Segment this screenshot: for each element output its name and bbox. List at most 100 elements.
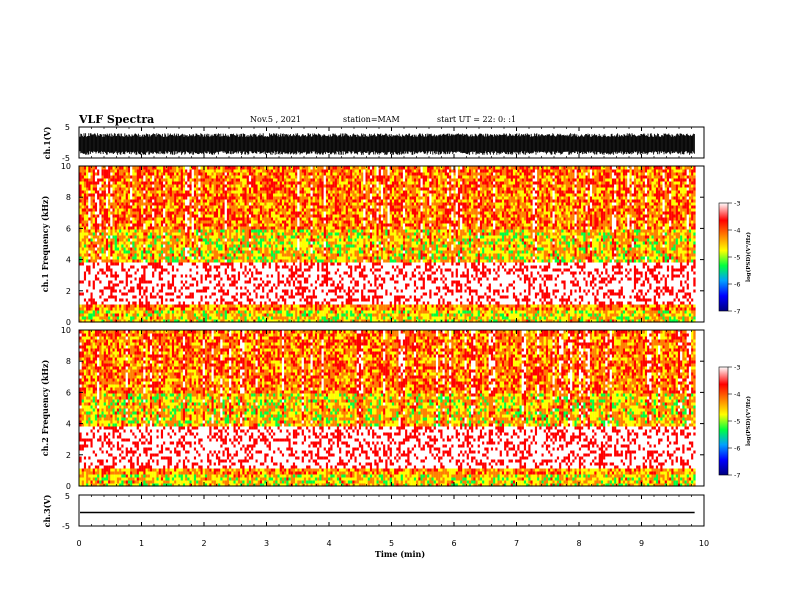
spectrogram-cell bbox=[253, 299, 255, 302]
spectrogram-cell bbox=[238, 227, 240, 230]
spectrogram-cell bbox=[106, 254, 108, 257]
spectrogram-cell bbox=[168, 260, 170, 263]
spectrogram-cell bbox=[174, 194, 176, 197]
spectrogram-cell bbox=[168, 191, 170, 194]
spectrogram-cell bbox=[159, 290, 161, 293]
spectrogram-cell bbox=[240, 293, 242, 296]
spectrogram-cell bbox=[212, 230, 214, 233]
spectrogram-cell bbox=[229, 311, 231, 314]
spectrogram-cell bbox=[198, 236, 200, 239]
spectrogram-cell bbox=[245, 170, 247, 173]
spectrogram-cell bbox=[91, 242, 93, 245]
spectrogram-cell bbox=[249, 239, 251, 242]
spectrogram-cell bbox=[245, 188, 247, 191]
spectrogram-cell bbox=[82, 203, 84, 206]
spectrogram-cell bbox=[185, 272, 187, 275]
spectrogram-cell bbox=[110, 287, 112, 290]
spectrogram-cell bbox=[84, 305, 86, 308]
spectrogram-cell bbox=[102, 260, 104, 263]
spectrogram-cell bbox=[137, 293, 139, 296]
spectrogram-cell bbox=[238, 206, 240, 209]
spectrogram-cell bbox=[214, 314, 216, 317]
spectrogram-cell bbox=[95, 275, 97, 278]
spectrogram-cell bbox=[102, 284, 104, 287]
spectrogram-cell bbox=[117, 305, 119, 308]
spectrogram-cell bbox=[192, 305, 194, 308]
spectrogram-cell bbox=[121, 203, 123, 206]
spectrogram-cell bbox=[135, 278, 137, 281]
spectrogram-cell bbox=[231, 314, 233, 317]
spectrogram-cell bbox=[172, 254, 174, 257]
spectrogram-cell bbox=[132, 260, 134, 263]
spectrogram-cell bbox=[225, 188, 227, 191]
spectrogram-cell bbox=[165, 305, 167, 308]
spectrogram-cell bbox=[201, 269, 203, 272]
spectrogram-cell bbox=[143, 224, 145, 227]
spectrogram-cell bbox=[245, 260, 247, 263]
spectrogram-cell bbox=[165, 206, 167, 209]
spectrogram-cell bbox=[176, 272, 178, 275]
spectrogram-cell bbox=[212, 185, 214, 188]
spectrogram-cell bbox=[231, 188, 233, 191]
spectrogram-cell bbox=[115, 227, 117, 230]
spectrogram-cell bbox=[168, 197, 170, 200]
spectrogram-cell bbox=[253, 245, 255, 248]
spectrogram-cell bbox=[223, 260, 225, 263]
spectrogram-cell bbox=[187, 266, 189, 269]
spectrogram-cell bbox=[181, 167, 183, 170]
spectrogram-cell bbox=[117, 191, 119, 194]
spectrogram-cell bbox=[139, 302, 141, 305]
spectrogram-cell bbox=[126, 287, 128, 290]
spectrogram-cell bbox=[88, 305, 90, 308]
spectrogram-cell bbox=[161, 227, 163, 230]
spectrogram-cell bbox=[86, 197, 88, 200]
spectrogram-cell bbox=[251, 182, 253, 185]
spectrogram-cell bbox=[223, 287, 225, 290]
spectrogram-cell bbox=[225, 182, 227, 185]
spectrogram-cell bbox=[172, 287, 174, 290]
spectrogram-cell bbox=[137, 203, 139, 206]
spectrogram-cell bbox=[203, 233, 205, 236]
spectrogram-cell bbox=[179, 245, 181, 248]
spectrogram-cell bbox=[117, 194, 119, 197]
spectrogram-cell bbox=[119, 278, 121, 281]
spectrogram-cell bbox=[130, 245, 132, 248]
spectrogram-cell bbox=[245, 185, 247, 188]
spectrogram-cell bbox=[192, 176, 194, 179]
spectrogram-cell bbox=[95, 176, 97, 179]
spectrogram-cell bbox=[209, 188, 211, 191]
spectrogram-cell bbox=[102, 233, 104, 236]
spectrogram-cell bbox=[203, 296, 205, 299]
spectrogram-cell bbox=[128, 191, 130, 194]
spectrogram-cell bbox=[249, 230, 251, 233]
spectrogram-cell bbox=[223, 263, 225, 266]
spectrogram-cell bbox=[220, 287, 222, 290]
spectrogram-cell bbox=[91, 239, 93, 242]
spectrogram-cell bbox=[80, 293, 82, 296]
spectrogram-cell bbox=[117, 293, 119, 296]
spectrogram-cell bbox=[223, 245, 225, 248]
spectrogram-cell bbox=[225, 269, 227, 272]
spectrogram-cell bbox=[97, 176, 99, 179]
spectrogram-cell bbox=[225, 197, 227, 200]
spectrogram-cell bbox=[227, 269, 229, 272]
spectrogram-cell bbox=[183, 221, 185, 224]
spectrogram-cell bbox=[201, 191, 203, 194]
spectrogram-cell bbox=[82, 308, 84, 311]
spectrogram-cell bbox=[170, 284, 172, 287]
spectrogram-cell bbox=[139, 248, 141, 251]
spectrogram-cell bbox=[236, 233, 238, 236]
spectrogram-cell bbox=[236, 197, 238, 200]
spectrogram-cell bbox=[84, 182, 86, 185]
spectrogram-cell bbox=[214, 293, 216, 296]
spectrogram-cell bbox=[97, 260, 99, 263]
spectrogram-cell bbox=[97, 191, 99, 194]
spectrogram-cell bbox=[234, 206, 236, 209]
spectrogram-cell bbox=[207, 233, 209, 236]
spectrogram-cell bbox=[220, 260, 222, 263]
spectrogram-cell bbox=[141, 203, 143, 206]
spectrogram-cell bbox=[185, 185, 187, 188]
spectrogram-cell bbox=[97, 305, 99, 308]
spectrogram-cell bbox=[251, 317, 253, 320]
spectrogram-cell bbox=[240, 266, 242, 269]
